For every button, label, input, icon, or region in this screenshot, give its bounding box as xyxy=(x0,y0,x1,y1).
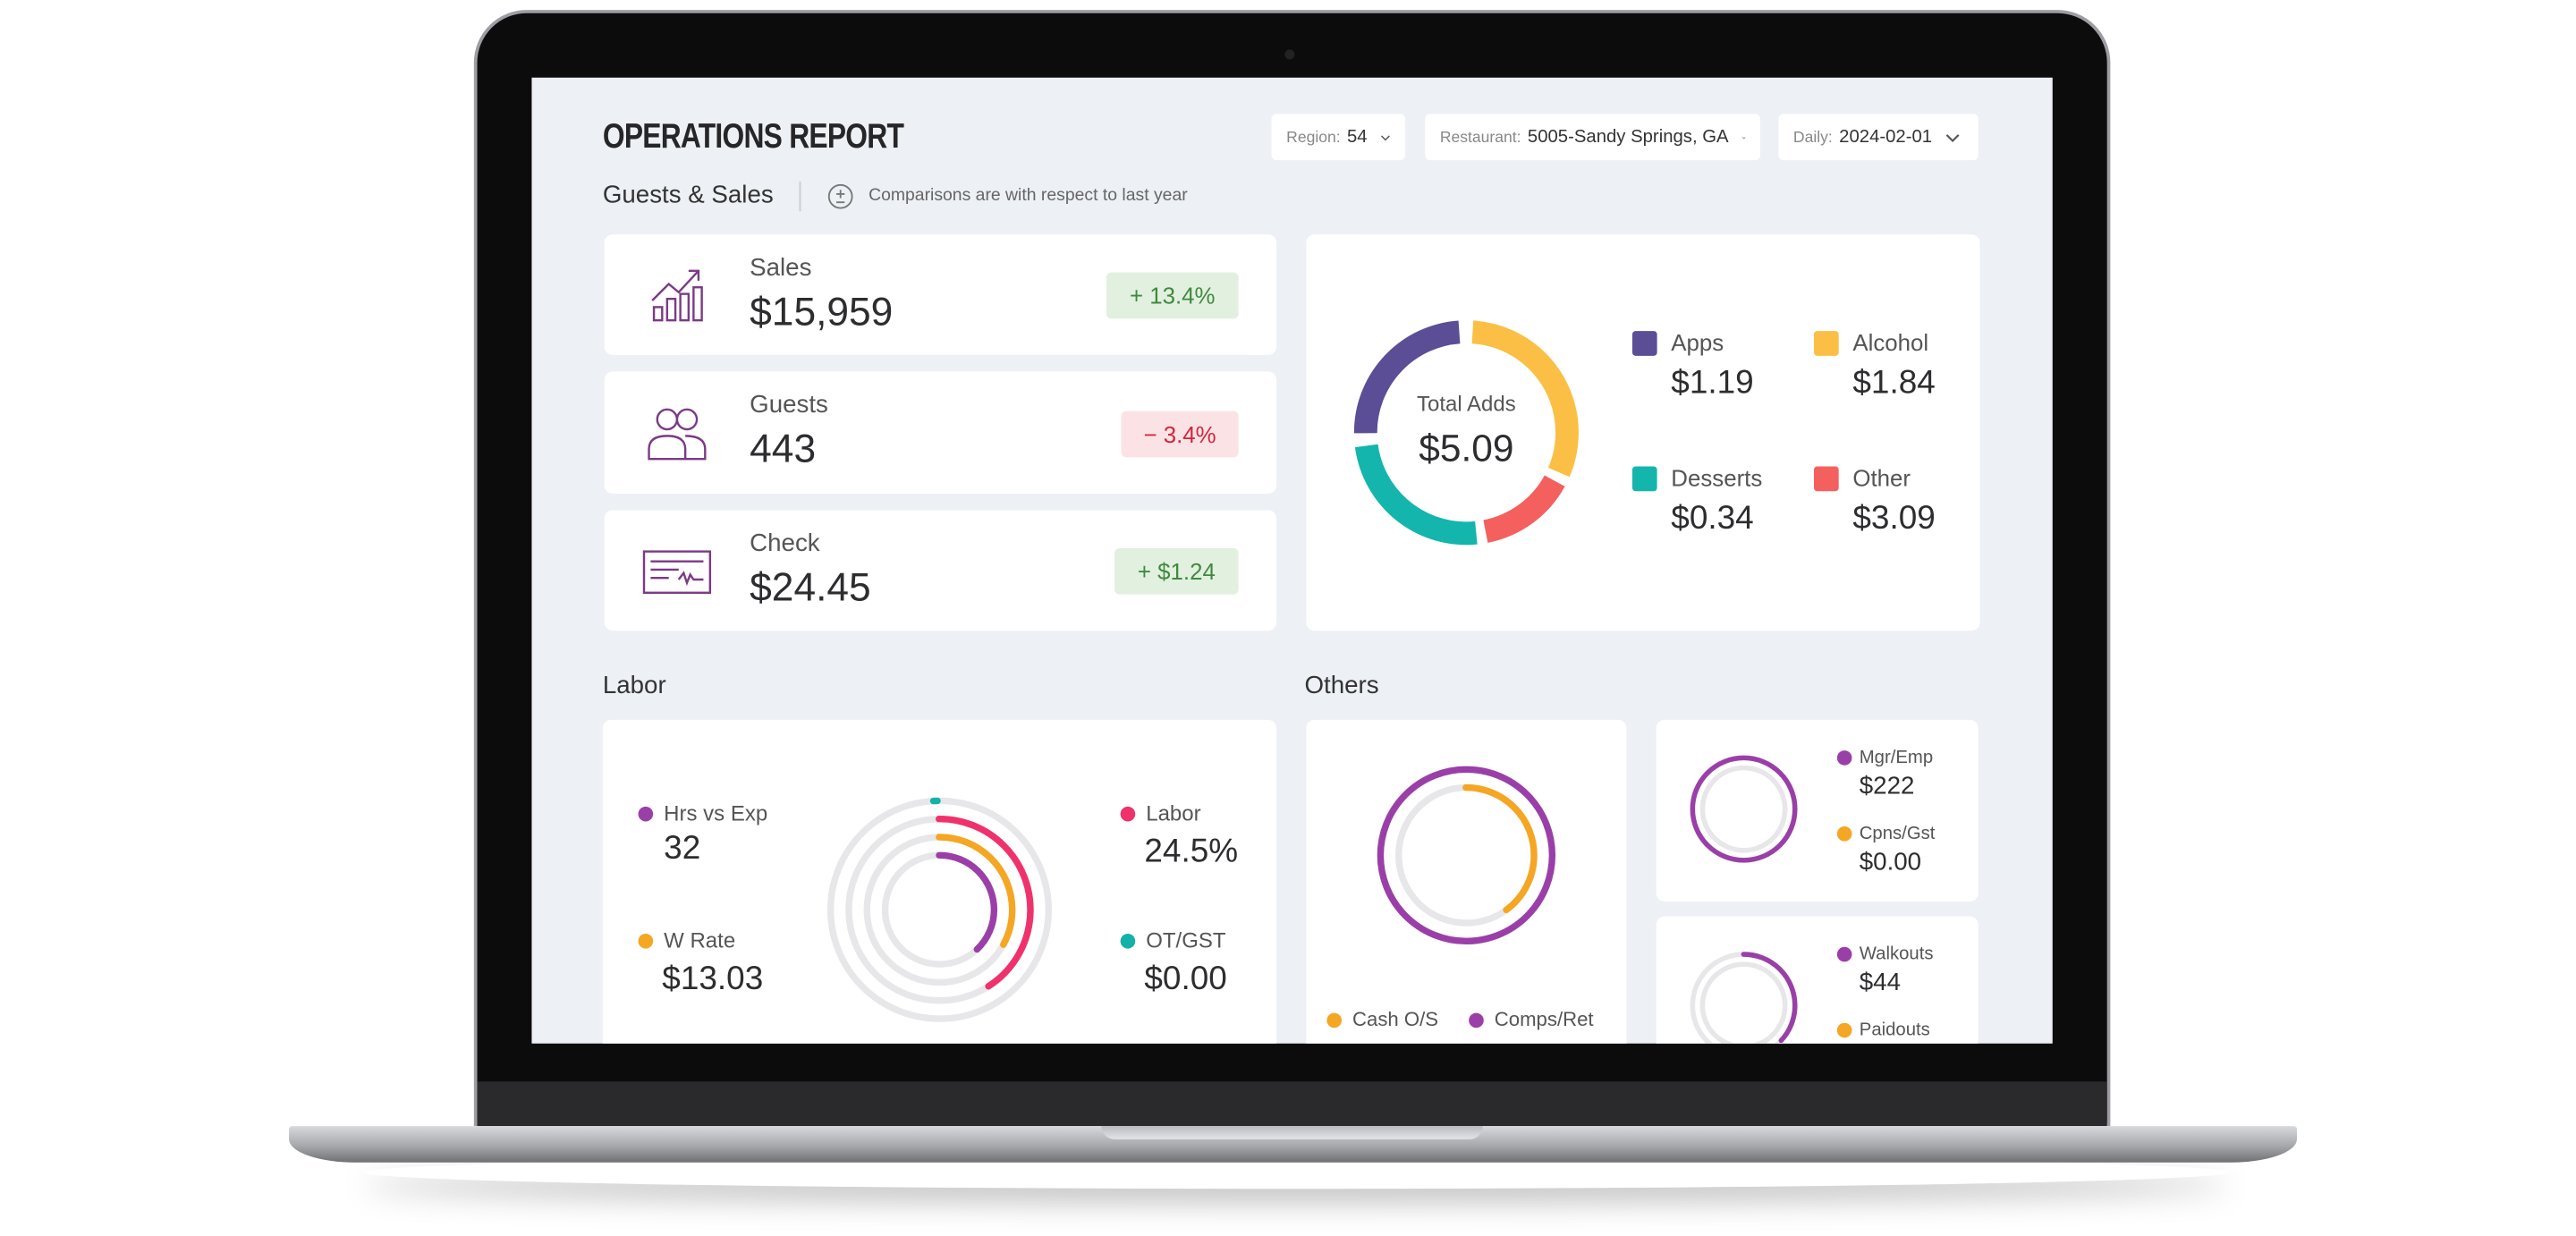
comparison-note: Comparisons are with respect to last yea… xyxy=(869,185,1188,206)
legend-value: $1.84 xyxy=(1852,365,1936,402)
legend-label: Cash O/S xyxy=(1352,1007,1439,1031)
ring-arc xyxy=(1395,783,1538,927)
ring-graphics xyxy=(826,320,1798,1044)
kpi-value: 443 xyxy=(750,427,817,472)
metric-label: OT/GST xyxy=(1146,927,1226,952)
donut-segment xyxy=(1353,320,1579,546)
legend-label: Desserts xyxy=(1671,464,1763,491)
metric-dot xyxy=(638,934,654,949)
kpi-change: − 3.4% xyxy=(1121,411,1239,458)
sales-icon xyxy=(651,269,703,322)
check-icon xyxy=(642,550,712,594)
separator xyxy=(799,182,801,212)
metric-dot xyxy=(1836,1022,1852,1038)
chevron xyxy=(1945,133,1960,142)
kpi-change: + 13.4% xyxy=(1106,272,1239,319)
filter-label: Restaurant: xyxy=(1439,128,1521,147)
metric-label: Hrs vs Exp xyxy=(664,800,768,825)
donut-segment xyxy=(1353,320,1579,546)
metric-dot xyxy=(1120,934,1136,949)
filter-label: Daily: xyxy=(1792,128,1833,147)
kpi-label: Check xyxy=(750,529,820,558)
kpi-value: $15,959 xyxy=(750,290,894,335)
chevron xyxy=(1380,134,1390,140)
others-card xyxy=(1656,719,1979,902)
metric-value: $222 xyxy=(1859,772,1915,800)
filter-value: 2024-02-01 xyxy=(1839,127,1933,148)
ring-arc xyxy=(881,851,998,968)
guests-icon xyxy=(648,408,707,461)
donut-segment xyxy=(1353,320,1579,546)
adds-card xyxy=(1306,234,1980,631)
legend-label: Apps xyxy=(1671,328,1724,356)
metric-label: Labor xyxy=(1146,800,1201,825)
legend-label: Comps/Ret xyxy=(1494,1007,1594,1031)
kpi-value: $24.45 xyxy=(750,565,871,611)
metric-value: $44 xyxy=(1859,969,1901,997)
region-dropdown[interactable]: Region: 54 xyxy=(1271,114,1406,161)
kpi-label: Guests xyxy=(750,391,828,419)
legend-dot xyxy=(1469,1012,1484,1029)
chevron xyxy=(1741,136,1746,139)
ring-arc xyxy=(845,816,1034,1004)
donut-value: $5.09 xyxy=(1419,426,1514,470)
ring-arc xyxy=(1690,755,1798,863)
metric-label: Paidouts xyxy=(1859,1020,1930,1040)
section-title: Guests & Sales xyxy=(602,181,774,210)
kpi-change: + $1.24 xyxy=(1114,547,1239,595)
metric-dot xyxy=(1836,826,1852,842)
metric-label: Mgr/Emp xyxy=(1859,748,1934,768)
metric-dot xyxy=(1836,750,1852,766)
screen: OPERATIONS REPORT Region: 54 Restaurant:… xyxy=(531,77,2053,1044)
metric-dot xyxy=(638,806,654,822)
restaurant-dropdown[interactable]: Restaurant: 5005-Sandy Springs, GA xyxy=(1425,114,1761,161)
others-card xyxy=(1306,719,1627,1044)
legend-swatch xyxy=(1631,331,1657,356)
metric-value: $13.03 xyxy=(662,961,764,998)
labor-card xyxy=(602,719,1277,1044)
legend-value: $1.19 xyxy=(1671,365,1754,402)
section-title: Labor xyxy=(602,671,666,700)
legend-label: Alcohol xyxy=(1852,328,1929,356)
metric-label: Cpns/Gst xyxy=(1859,824,1936,844)
ring-arc xyxy=(1377,766,1556,945)
metric-value: 32 xyxy=(664,830,701,868)
legend-label: Other xyxy=(1852,464,1911,491)
metric-dot xyxy=(1836,946,1852,962)
laptop-notch xyxy=(1101,1126,1483,1139)
legend-swatch xyxy=(1814,466,1839,492)
metric-label: W Rate xyxy=(664,927,736,952)
daily-dropdown[interactable]: Daily: 2024-02-01 xyxy=(1778,114,1979,161)
filter-value: 5005-Sandy Springs, GA xyxy=(1527,127,1729,148)
kpi-label: Sales xyxy=(750,253,812,283)
laptop-chin xyxy=(477,1081,2107,1127)
filter-label: Region: xyxy=(1286,128,1341,147)
metric-value: 24.5% xyxy=(1144,834,1239,870)
section-title: Others xyxy=(1304,671,1379,700)
legend-swatch xyxy=(1631,466,1657,492)
metric-dot xyxy=(1120,806,1136,822)
camera xyxy=(1284,49,1295,60)
filter-value: 54 xyxy=(1347,127,1368,148)
ring-arc xyxy=(863,834,1016,986)
legend-value: $0.34 xyxy=(1671,500,1754,538)
ring-arc xyxy=(1690,952,1798,1044)
metric-label: Walkouts xyxy=(1859,944,1934,965)
legend-dot xyxy=(1326,1012,1343,1029)
legend-swatch xyxy=(1814,331,1839,356)
metric-value: $0.00 xyxy=(1144,961,1227,998)
donut-label: Total Adds xyxy=(1417,391,1516,416)
legend-value: $3.09 xyxy=(1852,500,1936,538)
ring-arc xyxy=(826,797,1053,1022)
page-title: OPERATIONS REPORT xyxy=(602,117,904,157)
plus-minus-icon xyxy=(827,183,853,209)
metric-value: $0.00 xyxy=(1859,848,1922,876)
